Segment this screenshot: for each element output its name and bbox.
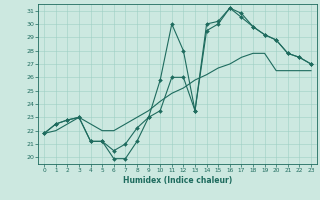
X-axis label: Humidex (Indice chaleur): Humidex (Indice chaleur) [123,176,232,185]
